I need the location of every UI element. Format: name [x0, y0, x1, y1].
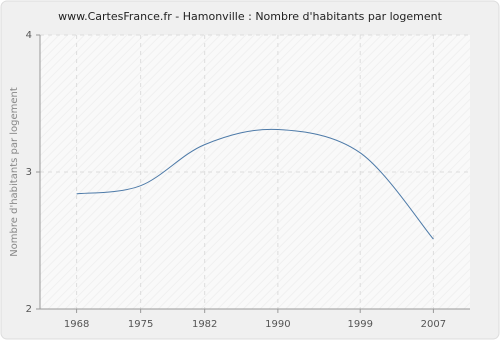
y-tick-label: 3: [26, 167, 32, 178]
x-tick-label: 1999: [347, 319, 372, 330]
x-tick-label: 1968: [64, 319, 89, 330]
y-tick-label: 4: [26, 30, 32, 41]
x-tick-label: 1990: [265, 319, 290, 330]
y-axis-label: Nombre d'habitants par logement: [9, 87, 20, 257]
plot-area: [40, 35, 470, 309]
chart-title: www.CartesFrance.fr - Hamonville : Nombr…: [58, 10, 442, 23]
x-tick-label: 2007: [421, 319, 446, 330]
y-tick-label: 2: [26, 304, 32, 315]
x-tick-label: 1975: [128, 319, 153, 330]
data-line: [76, 128, 434, 240]
x-tick-label: 1982: [192, 319, 217, 330]
